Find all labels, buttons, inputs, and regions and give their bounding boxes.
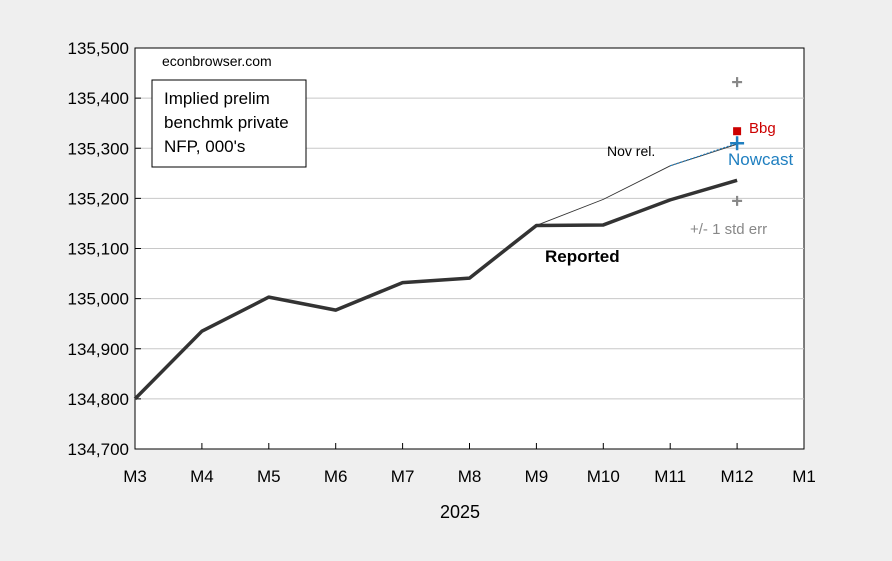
- y-tick-label: 134,900: [68, 340, 129, 359]
- x-tick-label: M1: [792, 467, 816, 486]
- bbg-marker: [733, 127, 742, 136]
- legend-line-3: NFP, 000's: [164, 137, 245, 156]
- x-tick-label: M9: [525, 467, 549, 486]
- grid-lines: [135, 97, 804, 400]
- series-layer: [133, 142, 738, 401]
- y-tick-label: 135,500: [68, 39, 129, 58]
- legend-line-2: benchmk private: [164, 113, 289, 132]
- x-axis: M3 M4 M5 M6 M7 M8 M9 M10 M11 M12 M1: [123, 443, 816, 486]
- x-tick-label: M6: [324, 467, 348, 486]
- nov-rel-label: Nov rel.: [607, 143, 655, 159]
- y-tick-label: 134,800: [68, 390, 129, 409]
- std-err-label: +/- 1 std err: [690, 221, 767, 238]
- x-year-label: 2025: [440, 502, 480, 522]
- y-tick-label: 135,000: [68, 290, 129, 309]
- y-tick-label: 135,300: [68, 139, 129, 158]
- x-tick-label: M8: [458, 467, 482, 486]
- std-err-marker: [732, 77, 743, 88]
- legend-line-1: Implied prelim: [164, 89, 270, 108]
- reported-label: Reported: [545, 247, 620, 266]
- nowcast-marker: [730, 136, 745, 151]
- x-tick-label: M7: [391, 467, 415, 486]
- y-tick-label: 135,100: [68, 240, 129, 259]
- y-tick-label: 135,400: [68, 89, 129, 108]
- nowcast-label: Nowcast: [728, 150, 793, 169]
- bbg-label: Bbg: [749, 120, 776, 137]
- series-line-nowcast: [670, 142, 738, 167]
- std-err-marker: [732, 195, 743, 206]
- x-tick-label: M4: [190, 467, 214, 486]
- x-tick-label: M5: [257, 467, 281, 486]
- y-tick-label: 135,200: [68, 189, 129, 208]
- x-tick-label: M11: [654, 467, 686, 486]
- point-markers: [730, 77, 745, 206]
- legend-box: [151, 79, 307, 168]
- series-line-reported: [133, 178, 738, 401]
- y-axis: 134,700 134,800 134,900 135,000 135,100 135,2…: [68, 39, 141, 459]
- source-note: econbrowser.com: [162, 53, 272, 69]
- x-tick-label: M3: [123, 467, 147, 486]
- y-tick-label: 134,700: [68, 440, 129, 459]
- x-tick-label: M10: [587, 467, 620, 486]
- x-tick-label: M12: [721, 467, 754, 486]
